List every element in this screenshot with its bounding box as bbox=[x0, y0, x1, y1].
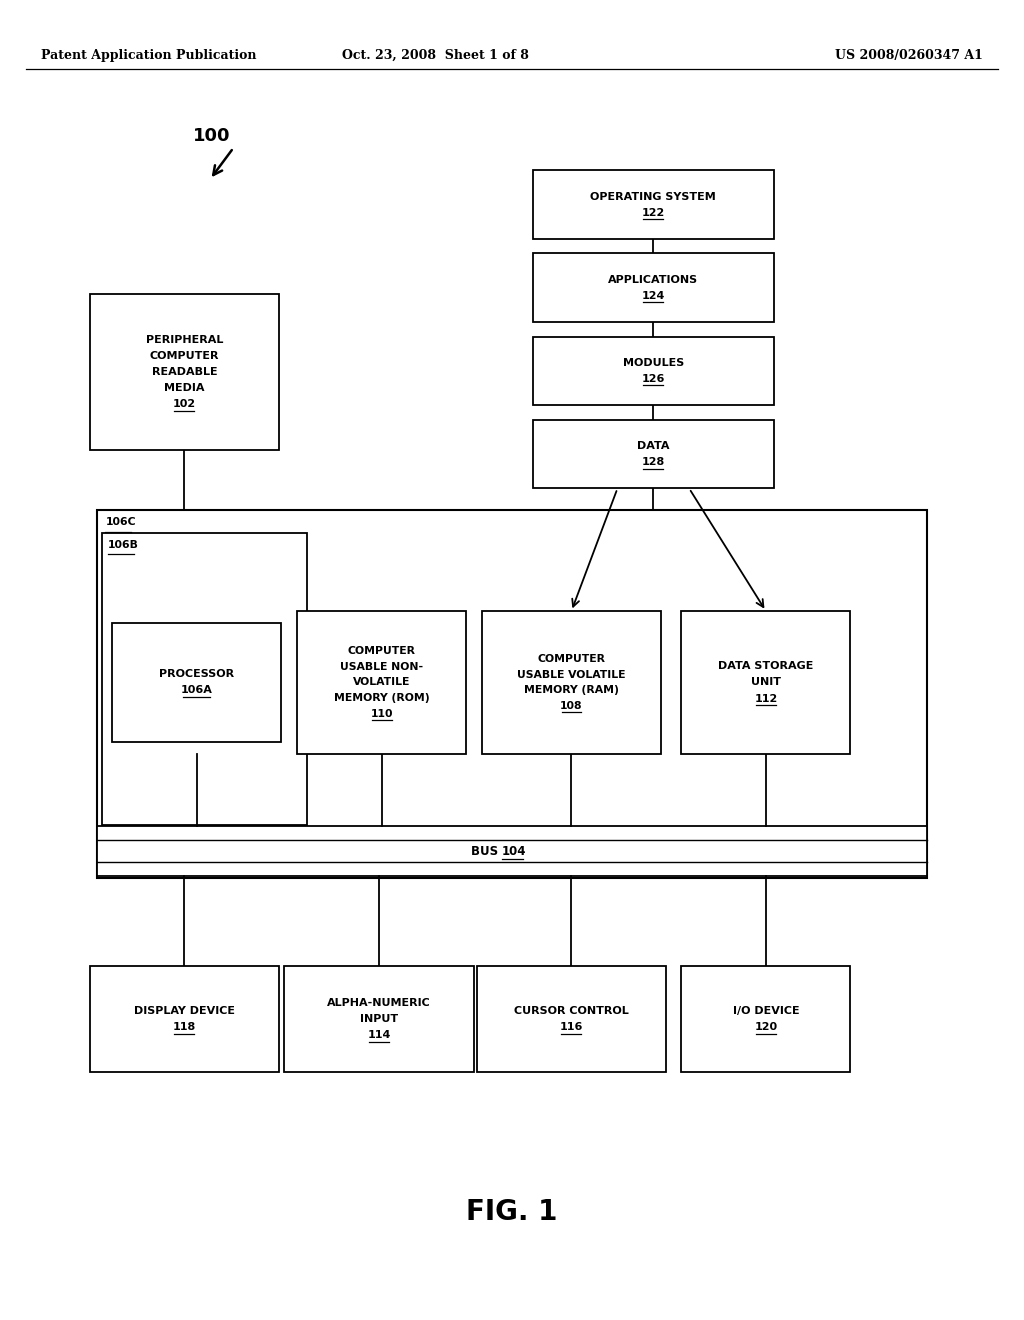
Text: Oct. 23, 2008  Sheet 1 of 8: Oct. 23, 2008 Sheet 1 of 8 bbox=[342, 49, 528, 62]
Text: 102: 102 bbox=[173, 400, 196, 409]
Bar bbox=[97, 510, 927, 878]
Text: READABLE: READABLE bbox=[152, 367, 217, 378]
Bar bbox=[482, 611, 662, 754]
Text: 118: 118 bbox=[173, 1022, 196, 1032]
Text: MEDIA: MEDIA bbox=[164, 383, 205, 393]
Bar bbox=[532, 253, 774, 322]
Text: DATA: DATA bbox=[637, 441, 670, 451]
Bar bbox=[682, 966, 850, 1072]
Text: ALPHA-NUMERIC: ALPHA-NUMERIC bbox=[327, 998, 431, 1008]
Text: DISPLAY DEVICE: DISPLAY DEVICE bbox=[134, 1006, 234, 1016]
Text: 122: 122 bbox=[642, 207, 665, 218]
Text: COMPUTER: COMPUTER bbox=[538, 653, 605, 664]
Text: 124: 124 bbox=[642, 290, 665, 301]
Text: MODULES: MODULES bbox=[623, 358, 684, 368]
Bar bbox=[97, 826, 927, 876]
Text: 100: 100 bbox=[193, 127, 230, 145]
Bar bbox=[532, 420, 774, 488]
Text: 112: 112 bbox=[755, 693, 777, 704]
Text: 114: 114 bbox=[368, 1030, 390, 1040]
Text: COMPUTER: COMPUTER bbox=[150, 351, 219, 362]
Text: 104: 104 bbox=[502, 845, 526, 858]
Text: 126: 126 bbox=[642, 374, 665, 384]
Text: 106B: 106B bbox=[108, 540, 138, 550]
Text: CURSOR CONTROL: CURSOR CONTROL bbox=[514, 1006, 629, 1016]
Text: UNIT: UNIT bbox=[751, 677, 781, 688]
Text: FIG. 1: FIG. 1 bbox=[466, 1197, 558, 1226]
Bar bbox=[297, 611, 467, 754]
Text: USABLE NON-: USABLE NON- bbox=[340, 661, 424, 672]
Text: DATA STORAGE: DATA STORAGE bbox=[718, 661, 814, 672]
Text: MEMORY (RAM): MEMORY (RAM) bbox=[524, 685, 618, 696]
Text: 106C: 106C bbox=[105, 517, 136, 528]
Text: Patent Application Publication: Patent Application Publication bbox=[41, 49, 256, 62]
Bar bbox=[682, 611, 850, 754]
Text: 106A: 106A bbox=[180, 685, 213, 696]
Text: OPERATING SYSTEM: OPERATING SYSTEM bbox=[591, 191, 716, 202]
Text: VOLATILE: VOLATILE bbox=[353, 677, 411, 688]
Text: BUS: BUS bbox=[470, 845, 502, 858]
Bar bbox=[113, 623, 281, 742]
Text: US 2008/0260347 A1: US 2008/0260347 A1 bbox=[836, 49, 983, 62]
Text: PROCESSOR: PROCESSOR bbox=[159, 669, 234, 680]
Text: PERIPHERAL: PERIPHERAL bbox=[145, 335, 223, 345]
Text: I/O DEVICE: I/O DEVICE bbox=[732, 1006, 800, 1016]
Bar bbox=[284, 966, 473, 1072]
Text: 116: 116 bbox=[560, 1022, 583, 1032]
Text: MEMORY (ROM): MEMORY (ROM) bbox=[334, 693, 430, 704]
Text: COMPUTER: COMPUTER bbox=[348, 645, 416, 656]
Bar bbox=[477, 966, 667, 1072]
Bar bbox=[90, 294, 279, 450]
Text: 128: 128 bbox=[642, 457, 665, 467]
Text: APPLICATIONS: APPLICATIONS bbox=[608, 275, 698, 285]
Text: 120: 120 bbox=[755, 1022, 777, 1032]
Text: INPUT: INPUT bbox=[359, 1014, 398, 1024]
Bar bbox=[90, 966, 279, 1072]
Text: 108: 108 bbox=[560, 701, 583, 711]
Bar bbox=[532, 170, 774, 239]
Text: USABLE VOLATILE: USABLE VOLATILE bbox=[517, 669, 626, 680]
Text: 110: 110 bbox=[371, 709, 393, 719]
Bar bbox=[102, 533, 307, 825]
Bar bbox=[532, 337, 774, 405]
